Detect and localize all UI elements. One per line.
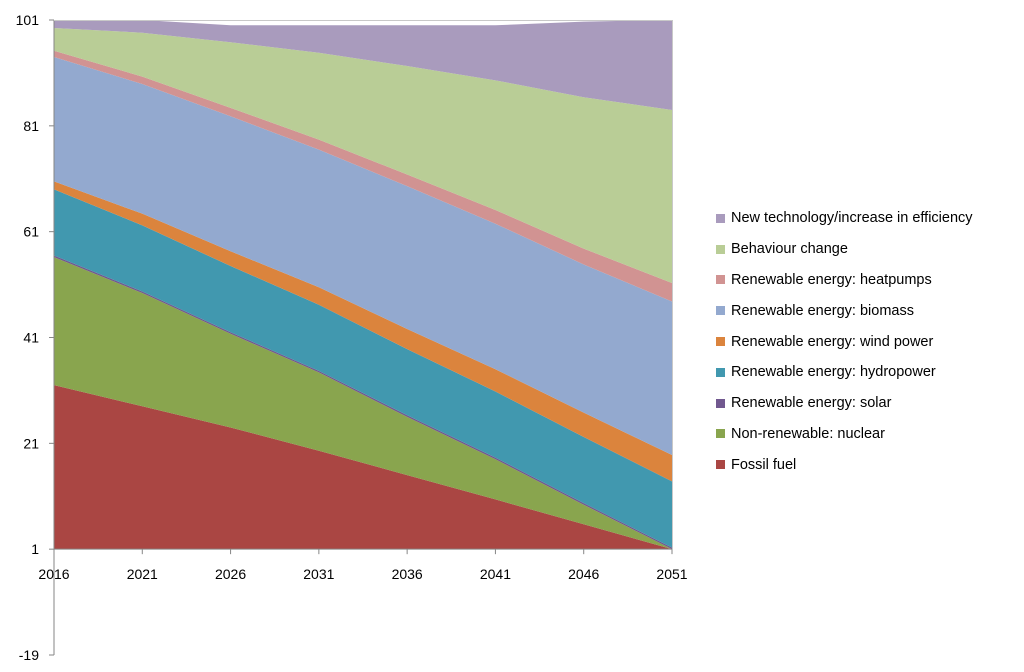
legend-label: Renewable energy: heatpumps bbox=[731, 271, 932, 288]
legend-swatch bbox=[716, 367, 725, 377]
area-renewable-energy-biomass bbox=[54, 57, 672, 455]
y-tick-label: 81 bbox=[23, 118, 39, 134]
legend-item: New technology/increase in efficiency bbox=[716, 203, 1016, 234]
area-renewable-energy-heatpumps bbox=[54, 50, 672, 302]
legend-swatch bbox=[716, 213, 725, 223]
y-tick-label: 61 bbox=[23, 224, 39, 240]
x-tick-label: 2016 bbox=[38, 566, 69, 582]
x-tick-label: 2051 bbox=[656, 566, 687, 582]
area-behaviour-change bbox=[54, 27, 672, 283]
legend-swatch bbox=[716, 398, 725, 408]
legend-item: Non-renewable: nuclear bbox=[716, 419, 1016, 450]
x-tick-label: 2031 bbox=[303, 566, 334, 582]
x-tick-label: 2021 bbox=[127, 566, 158, 582]
legend-swatch bbox=[716, 337, 725, 347]
y-tick-label: 101 bbox=[16, 12, 40, 28]
x-tick-label: 2036 bbox=[392, 566, 423, 582]
y-tick-label: 41 bbox=[23, 330, 39, 346]
legend-label: Behaviour change bbox=[731, 241, 848, 258]
y-tick-label: 21 bbox=[23, 435, 39, 451]
y-tick-labels: -19 1 21 41 61 81 101 bbox=[16, 12, 54, 663]
legend-label: Renewable energy: biomass bbox=[731, 302, 914, 319]
legend-label: Renewable energy: solar bbox=[731, 395, 892, 412]
area-non-renewable-nuclear bbox=[54, 257, 672, 550]
y-tick-label: -19 bbox=[19, 647, 39, 663]
area-renewable-energy-wind-power bbox=[54, 181, 672, 482]
legend-label: Non-renewable: nuclear bbox=[731, 425, 885, 442]
legend-item: Renewable energy: wind power bbox=[716, 326, 1016, 357]
legend-swatch bbox=[716, 244, 725, 254]
legend-swatch bbox=[716, 306, 725, 316]
legend-label: New technology/increase in efficiency bbox=[731, 210, 973, 227]
legend-swatch bbox=[716, 275, 725, 285]
legend-label: Fossil fuel bbox=[731, 456, 797, 473]
area-fossil-fuel bbox=[54, 385, 672, 550]
legend-label: Renewable energy: hydropower bbox=[731, 364, 936, 381]
x-tick-label: 2046 bbox=[568, 566, 599, 582]
legend-swatch bbox=[716, 460, 725, 470]
area-new-technology-increase-in-efficiency bbox=[54, 20, 672, 110]
legend-item: Renewable energy: heatpumps bbox=[716, 265, 1016, 296]
area-series-group bbox=[54, 20, 672, 550]
x-tick-label: 2041 bbox=[480, 566, 511, 582]
x-tick-labels: 2016 2021 2026 2031 2036 2041 2046 2051 bbox=[38, 549, 688, 582]
legend-item: Behaviour change bbox=[716, 234, 1016, 265]
legend-label: Renewable energy: wind power bbox=[731, 333, 934, 350]
legend-item: Renewable energy: hydropower bbox=[716, 357, 1016, 388]
legend-item: Fossil fuel bbox=[716, 449, 1016, 480]
legend-swatch bbox=[716, 429, 725, 439]
y-tick-label: 1 bbox=[31, 541, 39, 557]
area-renewable-energy-hydropower bbox=[54, 189, 672, 548]
legend-item: Renewable energy: biomass bbox=[716, 295, 1016, 326]
legend-item: Renewable energy: solar bbox=[716, 388, 1016, 419]
legend: New technology/increase in efficiency Beh… bbox=[716, 203, 1016, 480]
x-tick-label: 2026 bbox=[215, 566, 246, 582]
